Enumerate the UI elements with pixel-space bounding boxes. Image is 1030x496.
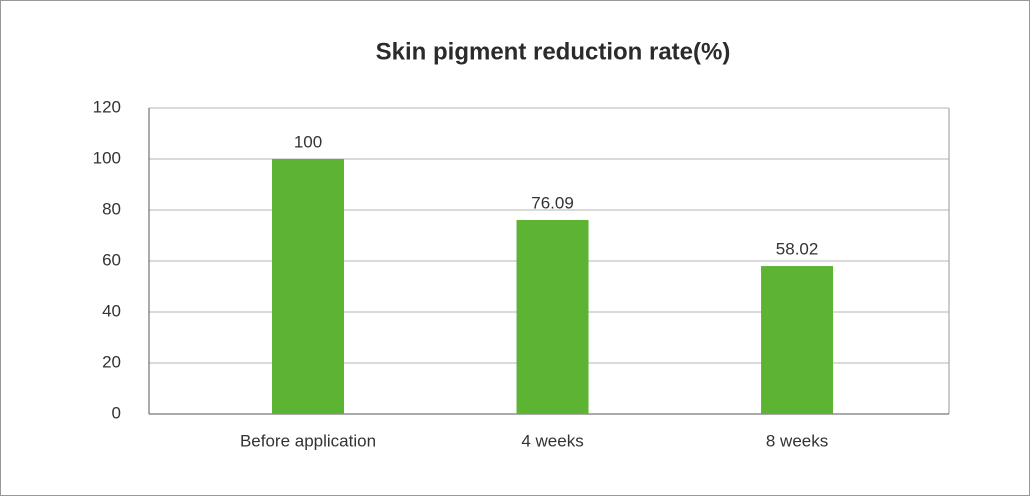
data-label: 76.09 <box>531 193 574 212</box>
data-label: 58.02 <box>776 240 819 259</box>
y-tick-label: 40 <box>102 301 121 320</box>
y-tick-label: 120 <box>93 97 121 116</box>
y-tick-label: 80 <box>102 199 121 218</box>
data-label: 100 <box>294 132 322 151</box>
y-tick-label: 20 <box>102 352 121 371</box>
y-tick-label: 100 <box>93 148 121 167</box>
x-tick-label: Before application <box>240 431 376 450</box>
x-tick-label: 8 weeks <box>766 431 828 450</box>
x-tick-label: 4 weeks <box>521 431 583 450</box>
bar <box>761 266 834 414</box>
y-tick-label: 60 <box>102 250 121 269</box>
y-tick-label: 0 <box>112 403 121 422</box>
bar <box>272 159 344 414</box>
bar <box>516 219 589 414</box>
chart-title: Skin pigment reduction rate(%) <box>376 38 731 65</box>
